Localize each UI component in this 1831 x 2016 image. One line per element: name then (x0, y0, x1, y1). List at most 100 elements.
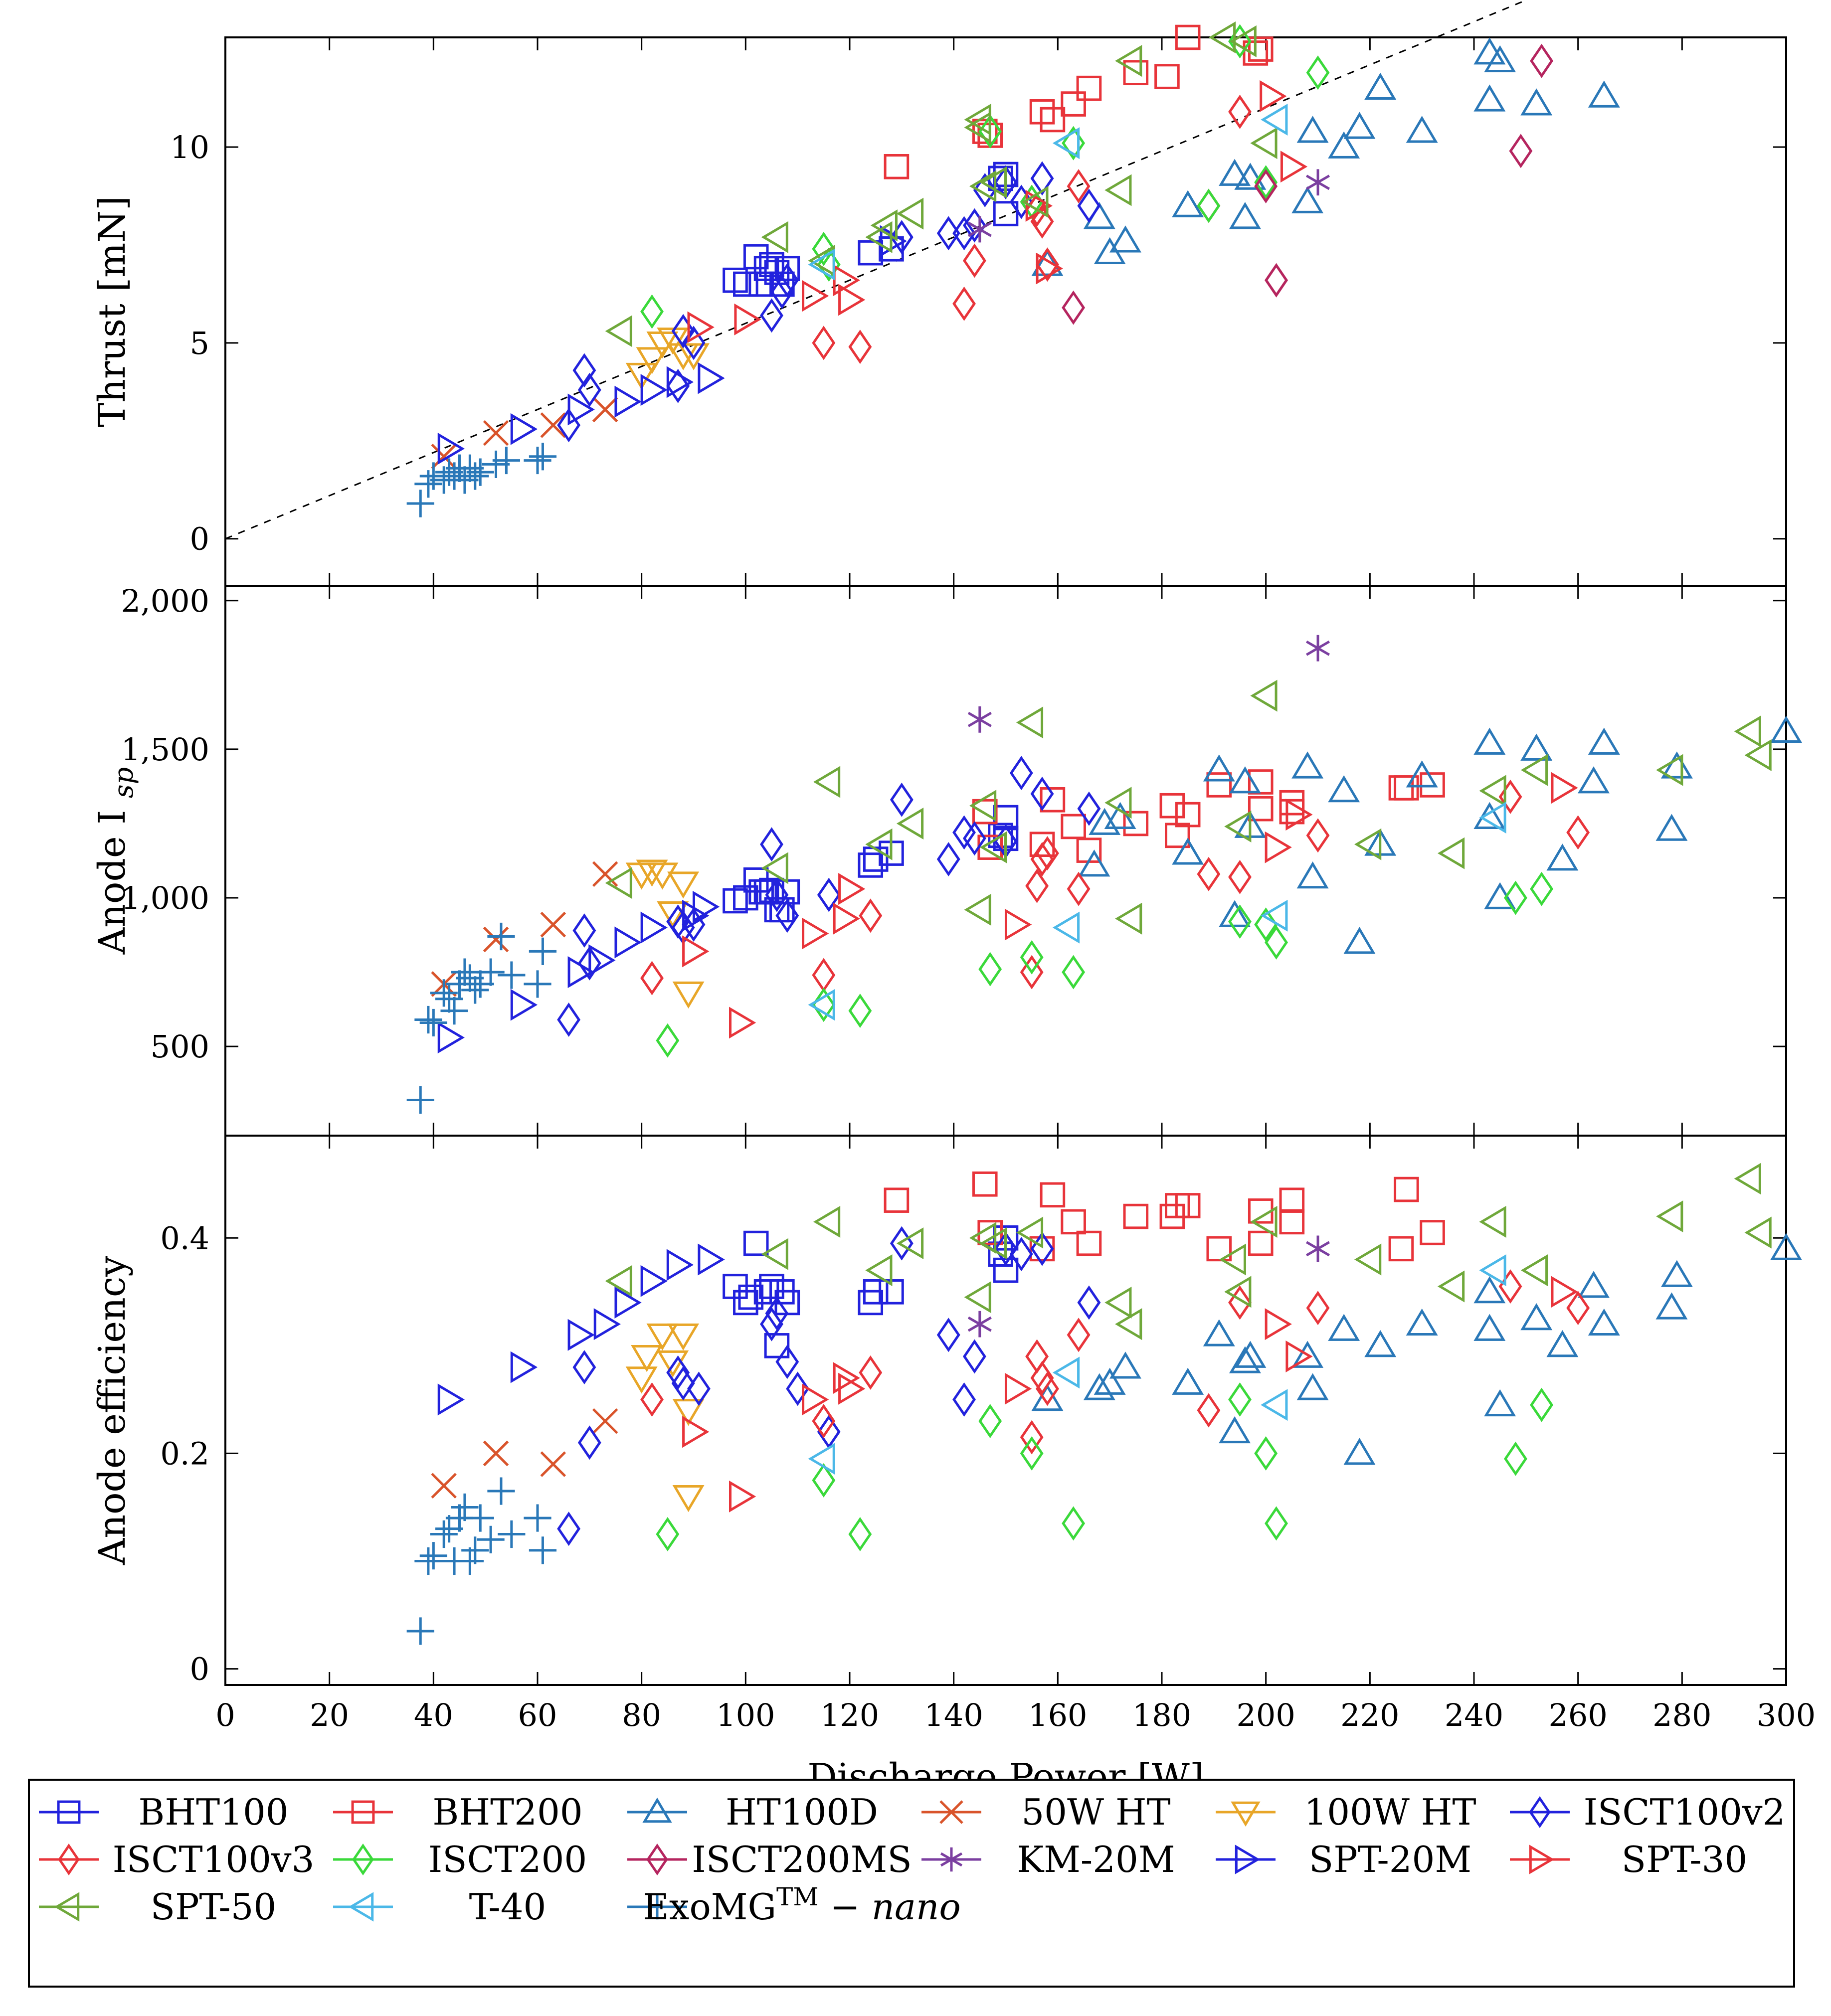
data-point-exomg-tm-nano (414, 1006, 442, 1034)
legend-label: T-40 (469, 1886, 547, 1928)
x-tick-label: 100 (716, 1697, 775, 1733)
data-point-100w-ht (625, 1366, 658, 1394)
data-point-spt-50 (1656, 1200, 1683, 1233)
legend-label: 100W HT (1304, 1791, 1476, 1833)
data-point-ht100d (1291, 1341, 1324, 1368)
data-point-spt-20m (437, 1383, 465, 1416)
data-point-isct200 (978, 114, 1002, 149)
data-point-spt-50 (1734, 1163, 1761, 1195)
data-point-km-20m (967, 706, 992, 733)
data-point-isct200 (640, 294, 664, 329)
data-point-ht100d (1296, 116, 1329, 143)
data-point-isct100v2 (936, 842, 960, 876)
y-tick-label: 10 (170, 129, 209, 166)
data-point-exomg-tm-nano (524, 970, 551, 998)
data-point-ht100d (1229, 202, 1261, 229)
data-point-bht200 (1388, 1236, 1414, 1262)
data-point-isct200 (1265, 925, 1288, 960)
data-point-ht100d (1031, 249, 1064, 276)
data-point-isct200ms (1265, 263, 1288, 298)
data-point-ht100d (1234, 163, 1267, 190)
y-tick-label: 0 (190, 1651, 209, 1687)
data-point-isct100v3 (1228, 859, 1252, 894)
data-point-isct100v2 (577, 1425, 601, 1460)
data-point-100w-ht (625, 362, 658, 390)
data-point-bht200 (1206, 772, 1232, 798)
data-point-ht100d (1343, 927, 1376, 954)
data-point-100w-ht (636, 859, 668, 887)
data-point-isct200 (1228, 904, 1252, 939)
data-point-ht100d (1328, 131, 1360, 159)
data-point-exomg-tm-nano (466, 458, 494, 486)
data-point-spt-50 (813, 766, 841, 798)
data-point-ht100d (1172, 190, 1204, 217)
data-point-t-40 (1052, 911, 1080, 944)
panel-thrust: 051015Thrust [mN] (91, 0, 1787, 587)
data-point-bht200 (1420, 772, 1445, 798)
data-point-bht200 (1248, 796, 1274, 822)
data-point-isct200 (1228, 24, 1252, 59)
data-point-spt-30 (1265, 1308, 1292, 1341)
x-tick-label: 280 (1652, 1697, 1711, 1733)
data-point-isct200ms (1509, 134, 1533, 168)
data-point-isct100v2 (817, 877, 841, 912)
data-point-isct100v3 (640, 961, 664, 996)
legend-marker-isct200ms (646, 1844, 668, 1875)
data-point-50w-ht (592, 396, 618, 423)
data-point-ht100d (1473, 727, 1506, 755)
data-point-isct100v3 (859, 1355, 883, 1390)
data-point-spt-50 (1250, 1205, 1278, 1238)
series-spt-30 (682, 1276, 1578, 1512)
y-axis-title-thrust: Thrust [mN] (91, 196, 134, 427)
data-point-isct100v2 (1077, 791, 1101, 826)
data-point-exomg-tm-nano (524, 446, 551, 475)
series-exomg-tm-nano (406, 1477, 557, 1645)
data-point-spt-30 (734, 303, 761, 336)
data-point-ht100d (1172, 838, 1204, 865)
data-point-spt-50 (964, 893, 991, 926)
data-point-isct100v2 (1009, 1237, 1033, 1272)
data-point-spt-30 (1265, 831, 1292, 863)
data-point-spt-30 (1260, 80, 1287, 112)
data-point-exomg-tm-nano (492, 446, 520, 475)
data-point-exomg-tm-nano (498, 961, 526, 989)
legend-marker-exomg (644, 1894, 670, 1920)
legend-label: ISCT100v2 (1584, 1791, 1786, 1833)
data-point-spt-20m (593, 1308, 621, 1341)
series-isct100v3 (640, 1269, 1590, 1455)
data-point-isct100v2 (687, 1371, 711, 1406)
data-point-50w-ht (592, 861, 618, 887)
data-point-isct200 (1062, 955, 1086, 990)
x-tick-label: 60 (518, 1697, 557, 1733)
data-point-isct200 (1062, 126, 1086, 161)
data-point-isct100v2 (786, 1371, 810, 1406)
series-spt-30 (682, 772, 1578, 1039)
data-point-bht200 (1394, 1176, 1419, 1202)
data-point-t-40 (808, 989, 835, 1021)
data-point-isct100v3 (1020, 1420, 1044, 1455)
legend-item-t-40: T-40 (333, 1886, 546, 1928)
data-point-spt-50 (964, 111, 991, 144)
data-point-isct100v3 (1197, 1393, 1221, 1428)
series-spt-20m (437, 1243, 725, 1416)
data-point-isct100v2 (760, 1307, 783, 1342)
legend-marker-50w-ht (939, 1800, 963, 1824)
x-tick-label: 240 (1445, 1697, 1503, 1733)
legend: BHT100 BHT200 HT100D 50W HT 100W HT ISCT100v2… (28, 1779, 1795, 1988)
data-point-100w-ht (657, 901, 689, 929)
legend-label: SPT-20M (1309, 1839, 1471, 1880)
data-point-isct200 (1228, 1382, 1252, 1417)
legend-item-spt-30: SPT-30 (1510, 1839, 1747, 1880)
data-point-ht100d (1328, 1314, 1360, 1341)
data-point-ht100d (1484, 1389, 1516, 1417)
data-point-isct100v2 (973, 172, 997, 207)
data-point-ht100d (1660, 751, 1693, 779)
data-point-spt-50 (1250, 679, 1278, 712)
series-t-40 (808, 1254, 1506, 1475)
data-point-isct100v3 (1306, 818, 1330, 853)
data-point-exomg-tm-nano (414, 1547, 442, 1575)
data-point-isct100v2 (682, 326, 706, 360)
data-point-spt-30 (802, 1383, 829, 1416)
data-point-bht200 (1076, 1230, 1102, 1256)
data-point-spt-20m (437, 433, 465, 465)
